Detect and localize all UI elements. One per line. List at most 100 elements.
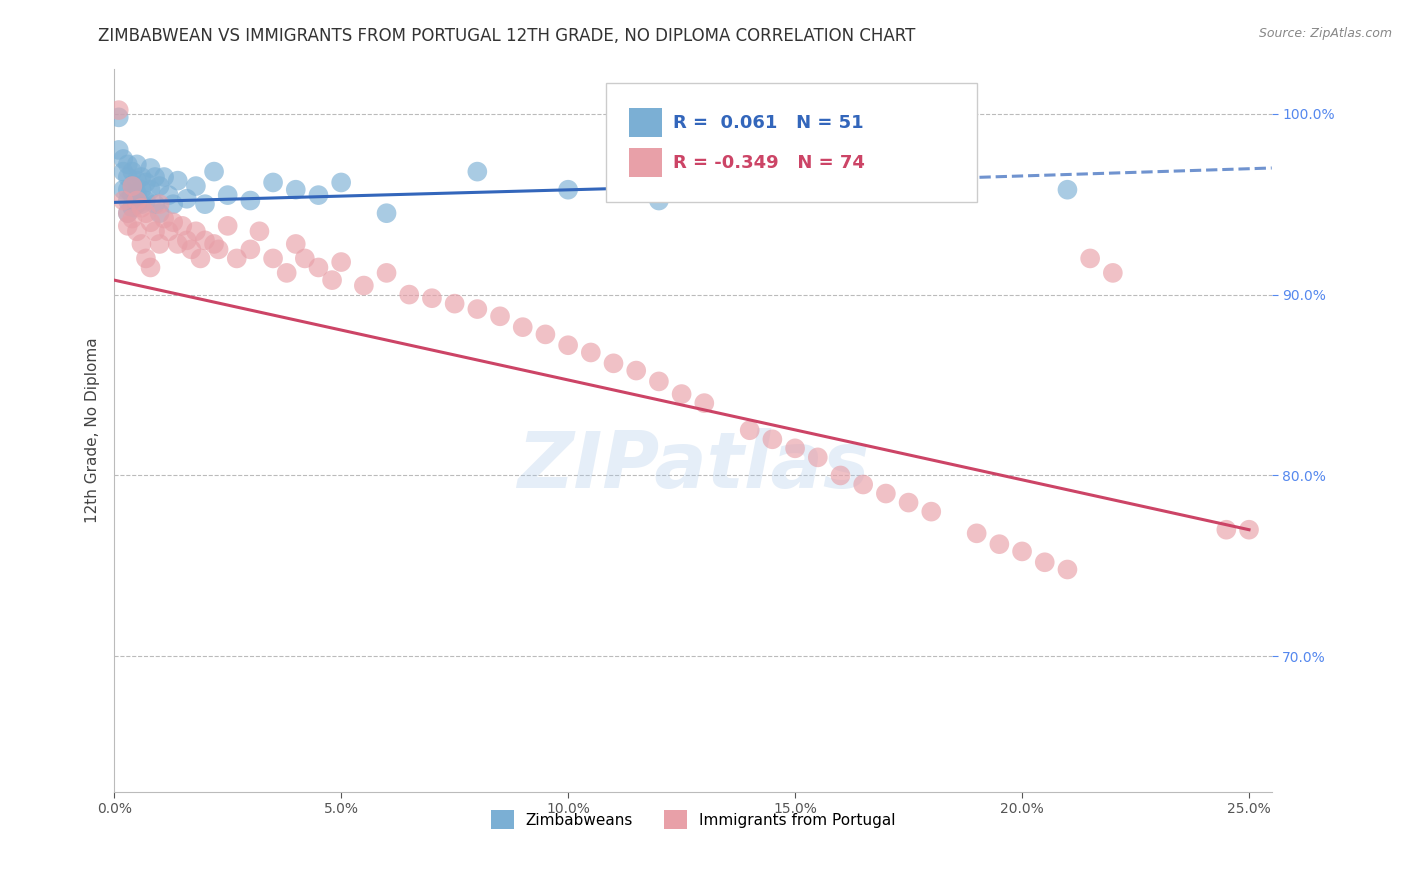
Point [738,423,761,437]
Point [149,197,172,211]
Point [157,224,180,238]
Point [162,215,184,229]
Point [131,201,153,215]
Point [284,183,307,197]
Point [117,183,139,197]
Point [761,432,783,446]
Point [139,260,162,275]
Point [875,486,897,500]
Point [117,194,139,208]
Point [112,152,135,166]
Text: R =  0.061   N = 51: R = 0.061 N = 51 [673,114,863,132]
Point [648,375,671,389]
Point [176,233,198,247]
Point [353,278,375,293]
Point [276,266,298,280]
Point [330,176,353,190]
Point [121,164,143,178]
Point [624,363,647,377]
Point [162,197,184,211]
Point [143,197,166,211]
Point [176,192,198,206]
Point [131,197,153,211]
Point [307,260,329,275]
Point [117,157,139,171]
Point [1011,544,1033,558]
Point [1078,252,1101,266]
Point [139,183,162,197]
Point [465,164,488,178]
Y-axis label: 12th Grade, No Diploma: 12th Grade, No Diploma [86,337,100,523]
Point [121,179,143,194]
Point [239,194,262,208]
Point [693,396,716,410]
Point [225,252,247,266]
Point [180,243,202,257]
Point [190,252,212,266]
Point [783,442,806,456]
Point [294,252,316,266]
Point [217,219,239,233]
Point [966,526,988,541]
Point [131,183,153,197]
Point [125,157,148,171]
Point [184,224,207,238]
Point [112,164,135,178]
Point [121,188,143,202]
Point [671,387,693,401]
Point [830,176,852,190]
Point [117,219,139,233]
Point [149,236,172,251]
Point [153,169,176,184]
Point [1101,266,1123,280]
Point [1215,523,1237,537]
Text: Source: ZipAtlas.com: Source: ZipAtlas.com [1258,27,1392,40]
Point [512,320,534,334]
Point [852,477,875,491]
Point [143,169,166,184]
Point [153,211,176,226]
Point [117,206,139,220]
Point [149,179,172,194]
Point [920,505,942,519]
Point [830,468,852,483]
Text: R = -0.349   N = 74: R = -0.349 N = 74 [673,153,865,171]
Point [375,266,398,280]
Point [420,291,443,305]
Point [897,495,920,509]
Point [117,169,139,184]
Point [194,197,217,211]
Point [166,236,188,251]
Point [135,194,157,208]
Point [107,103,129,117]
Point [121,201,143,215]
Point [125,197,148,211]
FancyBboxPatch shape [606,83,977,202]
Point [143,224,166,238]
Point [172,219,194,233]
Bar [630,108,662,137]
Point [202,236,225,251]
Point [125,174,148,188]
Point [262,176,284,190]
Point [131,236,153,251]
Point [557,338,579,352]
Point [139,161,162,175]
Point [249,224,271,238]
Point [534,327,557,342]
Point [112,194,135,208]
Point [131,169,153,184]
Legend: Zimbabweans, Immigrants from Portugal: Zimbabweans, Immigrants from Portugal [485,804,901,835]
Point [121,179,143,194]
Point [135,206,157,220]
Point [557,183,579,197]
Point [988,537,1011,551]
Point [166,174,188,188]
Point [135,252,157,266]
Point [330,255,353,269]
Point [239,243,262,257]
Point [121,211,143,226]
Point [112,183,135,197]
Point [375,206,398,220]
Point [107,111,129,125]
